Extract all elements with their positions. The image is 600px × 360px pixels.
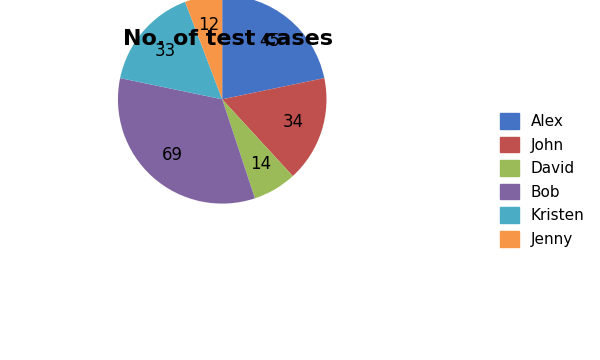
Wedge shape [222,0,325,99]
Text: No. of test cases: No. of test cases [123,29,333,49]
Wedge shape [222,78,326,176]
Wedge shape [118,78,255,204]
Text: 69: 69 [162,146,183,164]
Text: 34: 34 [283,113,304,131]
Text: 45: 45 [259,32,280,50]
Wedge shape [120,2,222,99]
Text: 12: 12 [198,17,219,35]
Text: 14: 14 [250,155,271,173]
Wedge shape [222,99,293,198]
Legend: Alex, John, David, Bob, Kristen, Jenny: Alex, John, David, Bob, Kristen, Jenny [493,105,592,255]
Wedge shape [185,0,222,99]
Text: 33: 33 [154,42,176,60]
